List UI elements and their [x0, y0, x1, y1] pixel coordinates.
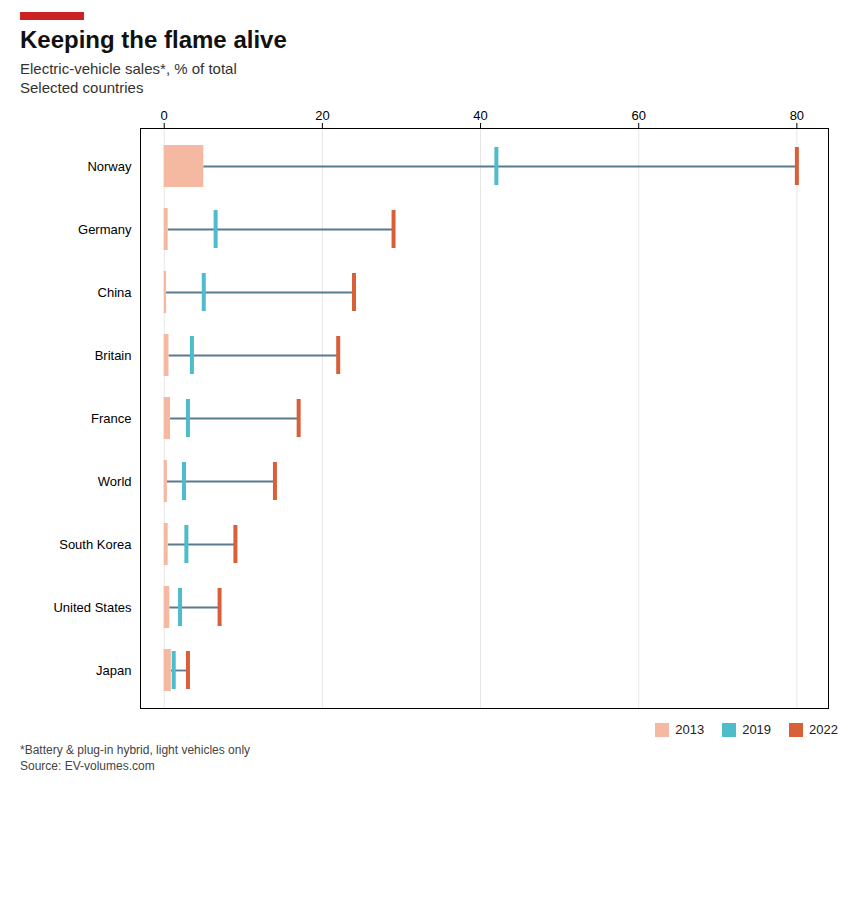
svg-text:40: 40: [473, 108, 487, 123]
svg-text:Norway: Norway: [87, 159, 132, 174]
svg-text:South Korea: South Korea: [59, 537, 132, 552]
svg-text:China: China: [98, 285, 133, 300]
svg-text:80: 80: [790, 108, 804, 123]
html-text:Source: EV-volumes.com: Source: EV-volumes.com: [20, 759, 155, 773]
svg-text:Germany: Germany: [78, 222, 132, 237]
svg-text:60: 60: [631, 108, 645, 123]
html-text:Selected countries: Selected countries: [20, 79, 144, 96]
svg-text:Japan: Japan: [96, 663, 131, 678]
html-text:*Battery & plug-in hybrid, lig: *Battery & plug-in hybrid, light vehicle…: [20, 743, 251, 757]
html-text:2022: 2022: [809, 722, 838, 737]
svg-text:0: 0: [161, 108, 168, 123]
html-text:Electric-vehicle sales*, % of: Electric-vehicle sales*, % of total: [20, 60, 237, 77]
svg-text:Britain: Britain: [95, 348, 132, 363]
html-text:2019: 2019: [742, 722, 772, 737]
html-text:2013: 2013: [675, 722, 705, 737]
svg-text:United States: United States: [53, 600, 132, 615]
svg-text:World: World: [98, 474, 132, 489]
html-text:Keeping the flame alive: Keeping the flame alive: [20, 26, 287, 53]
svg-text:20: 20: [315, 108, 329, 123]
svg-text:France: France: [91, 411, 131, 426]
